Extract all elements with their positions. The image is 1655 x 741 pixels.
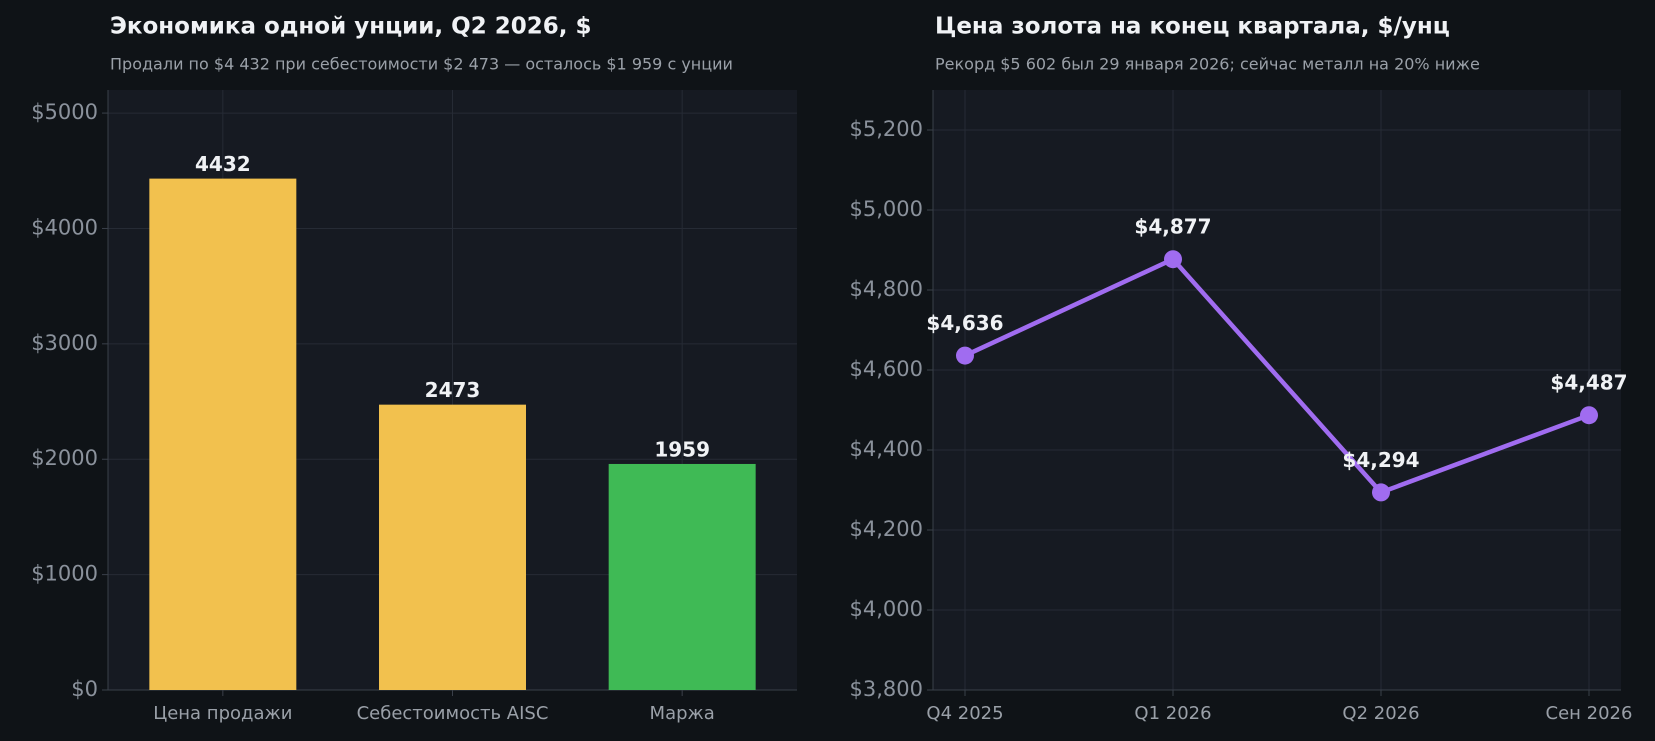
value-label: $4,487: [1550, 371, 1627, 395]
x-tick-label: Маржа: [650, 703, 715, 724]
point: [1164, 250, 1182, 269]
chart-subtitle: Продали по $4 432 при себестоимости $2 4…: [110, 55, 733, 74]
x-tick-label: Q4 2025: [926, 703, 1003, 724]
point: [1372, 483, 1390, 502]
value-label: 1959: [654, 437, 710, 461]
y-tick-label: $2000: [31, 446, 98, 470]
x-tick-label: Себестоимость AISC: [357, 703, 549, 724]
chart-title: Экономика одной унции, Q2 2026, $: [110, 14, 591, 40]
y-tick-label: $3000: [31, 331, 98, 355]
y-tick-label: $4000: [31, 215, 98, 239]
value-label: 2473: [425, 378, 481, 402]
y-tick-label: $4,800: [850, 277, 923, 301]
value-label: $4,294: [1342, 448, 1419, 472]
bar: [379, 404, 526, 690]
y-tick-label: $4,400: [850, 437, 923, 461]
x-tick-label: Сен 2026: [1546, 703, 1633, 724]
y-tick-label: $5,200: [850, 117, 923, 141]
value-label: $4,877: [1134, 215, 1211, 239]
point: [956, 346, 974, 365]
y-tick-label: $0: [71, 677, 98, 701]
value-label: 4432: [195, 152, 251, 176]
x-tick-label: Q2 2026: [1342, 703, 1419, 724]
chart-title: Цена золота на конец квартала, $/унц: [935, 14, 1450, 40]
x-tick-label: Цена продажи: [153, 703, 292, 724]
y-tick-label: $5000: [31, 100, 98, 124]
y-tick-label: $5,000: [850, 197, 923, 221]
y-tick-label: $4,000: [850, 597, 923, 621]
chart-subtitle: Рекорд $5 602 был 29 января 2026; сейчас…: [935, 55, 1480, 74]
line: [964, 256, 1590, 495]
y-tick-label: $3,800: [850, 677, 923, 701]
y-tick-label: $1000: [31, 562, 98, 586]
plot-area: [933, 90, 1621, 690]
y-tick-label: $4,600: [850, 357, 923, 381]
x-tick-label: Q1 2026: [1134, 703, 1211, 724]
value-label: $4,636: [926, 311, 1003, 335]
bar: [149, 178, 297, 690]
bar: [608, 463, 756, 690]
y-tick-label: $4,200: [850, 517, 923, 541]
point: [1580, 406, 1598, 425]
